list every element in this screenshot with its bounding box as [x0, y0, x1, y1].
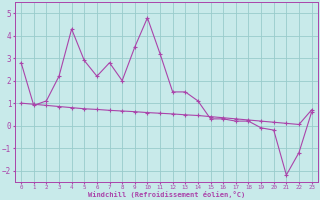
- X-axis label: Windchill (Refroidissement éolien,°C): Windchill (Refroidissement éolien,°C): [88, 191, 245, 198]
